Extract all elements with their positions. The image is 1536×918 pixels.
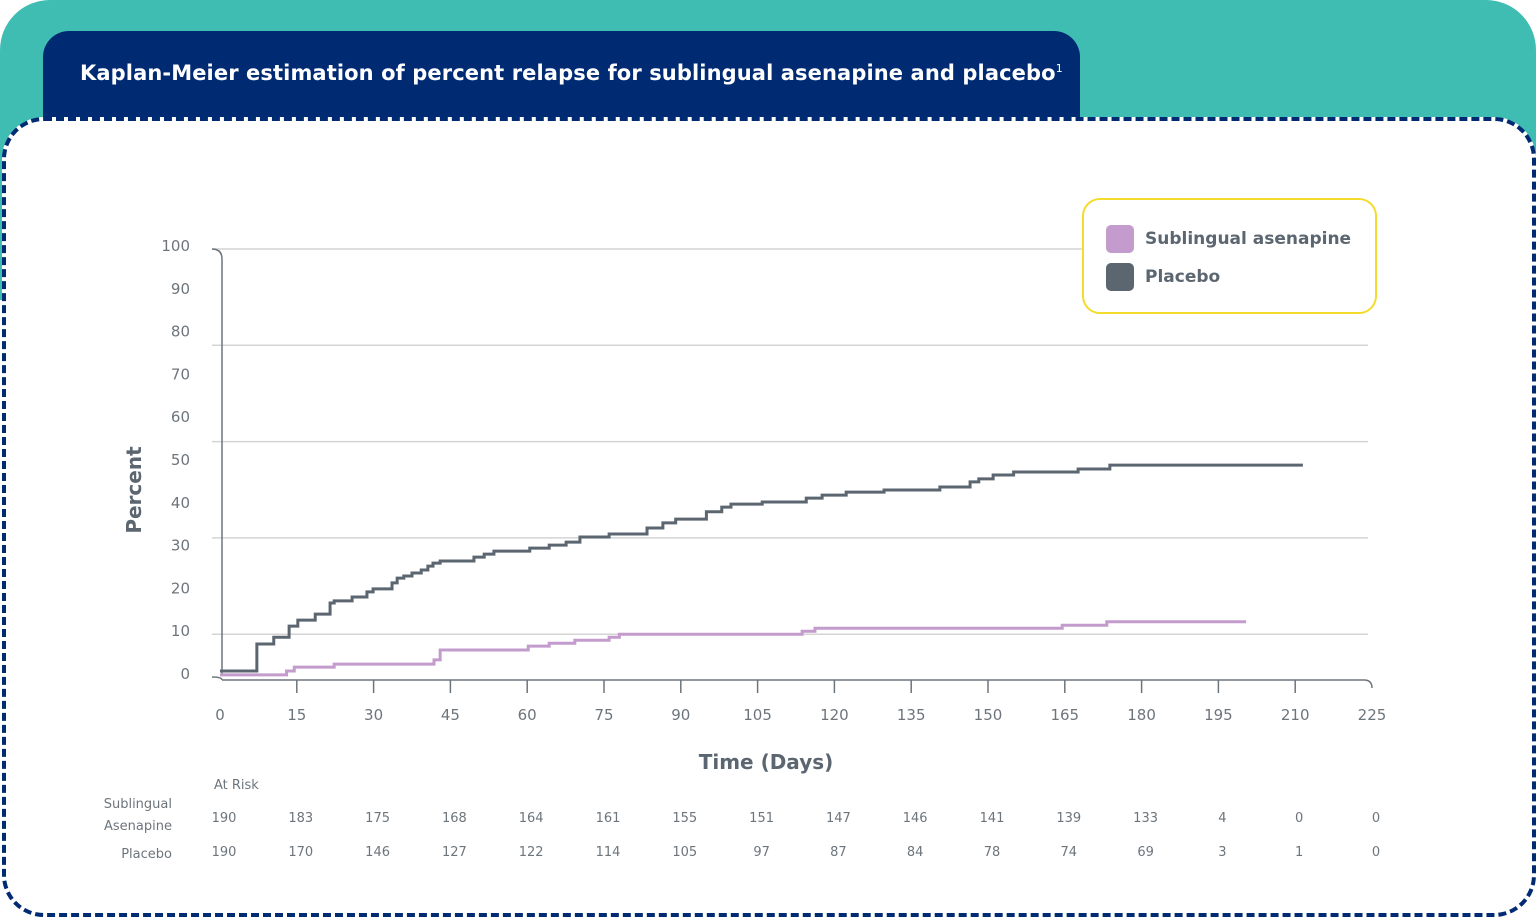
y-tick-label: 20 — [171, 579, 190, 597]
x-tick-label: 150 — [974, 706, 1003, 724]
y-tick-label: 10 — [171, 622, 190, 640]
y-tick-label: 100 — [161, 237, 190, 255]
x-tick-label: 225 — [1358, 706, 1387, 724]
at-risk-value: 114 — [595, 845, 621, 860]
at-risk-value: 97 — [753, 845, 770, 860]
y-tick-label: 40 — [171, 494, 190, 512]
y-tick-label: 50 — [171, 451, 190, 469]
at-risk-value: 74 — [1060, 845, 1078, 860]
legend: Sublingual asenapine Placebo — [1082, 198, 1377, 314]
legend-swatch-asenapine — [1106, 225, 1134, 253]
at-risk-label-asenapine-1: Sublingual — [103, 797, 172, 812]
y-axis — [211, 248, 223, 674]
x-tick-label: 30 — [364, 706, 383, 724]
at-risk-title: At Risk — [214, 778, 259, 793]
at-risk-value: 105 — [672, 845, 698, 860]
at-risk-value: 151 — [749, 811, 774, 826]
y-axis-title: Percent — [122, 446, 146, 534]
legend-item-asenapine: Sublingual asenapine — [1106, 225, 1351, 253]
at-risk-value: 183 — [288, 811, 314, 826]
y-tick-label: 30 — [171, 537, 190, 555]
series-line-asenapine — [220, 620, 1247, 677]
at-risk-value: 1 — [1295, 845, 1304, 860]
at-risk-label-asenapine-2: Asenapine — [104, 819, 172, 834]
y-tick-label: 80 — [171, 323, 190, 341]
x-tick-label: 135 — [897, 706, 926, 724]
at-risk-value: 139 — [1056, 811, 1082, 826]
at-risk-value: 69 — [1137, 845, 1154, 860]
series-line-placebo — [220, 463, 1303, 673]
at-risk-value: 133 — [1133, 811, 1158, 826]
x-axis-title: Time (Days) — [699, 750, 834, 774]
at-risk-value: 127 — [441, 845, 467, 860]
at-risk-value: 122 — [518, 845, 544, 860]
at-risk-value: 78 — [983, 845, 1001, 860]
legend-label-asenapine: Sublingual asenapine — [1145, 229, 1352, 249]
at-risk-value: 161 — [595, 811, 621, 826]
at-risk-value: 146 — [365, 845, 390, 860]
at-risk-value: 87 — [830, 845, 847, 860]
x-tick-label: 195 — [1204, 706, 1233, 724]
at-risk-value: 170 — [288, 845, 314, 860]
at-risk-value: 4 — [1218, 811, 1227, 826]
legend-item-placebo: Placebo — [1106, 263, 1220, 291]
at-risk-value: 146 — [902, 811, 928, 826]
x-tick-label: 45 — [441, 706, 460, 724]
at-risk-value: 168 — [441, 811, 467, 826]
x-tick-label: 0 — [215, 706, 225, 724]
at-risk-value: 164 — [518, 811, 544, 826]
at-risk-value: 0 — [1295, 811, 1304, 826]
chart-title-text: Kaplan-Meier estimation of percent relap… — [80, 61, 1056, 85]
at-risk-value: 0 — [1371, 845, 1381, 860]
x-tick-label: 15 — [287, 706, 306, 724]
at-risk-value: 175 — [365, 811, 390, 826]
at-risk-value: 3 — [1218, 845, 1227, 860]
at-risk-value: 155 — [672, 811, 698, 826]
x-tick-label: 90 — [671, 706, 690, 724]
at-risk-value: 190 — [211, 811, 237, 826]
x-tick-label: 75 — [594, 706, 613, 724]
legend-label-placebo: Placebo — [1145, 267, 1221, 287]
chart-title-tab: Kaplan-Meier estimation of percent relap… — [43, 31, 1080, 131]
footnote-ref: 1 — [1055, 62, 1063, 75]
at-risk-value: 141 — [979, 811, 1005, 826]
x-tick-label: 180 — [1127, 706, 1156, 724]
x-tick-label: 210 — [1281, 706, 1310, 724]
x-tick-label: 165 — [1050, 706, 1079, 724]
y-tick-label: 70 — [171, 365, 190, 383]
y-tick-label: 60 — [171, 408, 190, 426]
at-risk-value: 84 — [906, 845, 924, 860]
at-risk-label-placebo: Placebo — [121, 847, 172, 862]
x-tick-label: 120 — [820, 706, 849, 724]
x-axis — [211, 676, 1373, 689]
x-tick-label: 105 — [743, 706, 772, 724]
at-risk-value: 147 — [825, 811, 851, 826]
x-tick-label: 60 — [518, 706, 537, 724]
at-risk-value: 190 — [211, 845, 237, 860]
y-tick-label: 90 — [171, 280, 190, 298]
at-risk-value: 0 — [1371, 811, 1381, 826]
legend-swatch-placebo — [1106, 263, 1134, 291]
chart-title: Kaplan-Meier estimation of percent relap… — [80, 61, 1063, 85]
y-tick-label: 0 — [180, 665, 190, 683]
